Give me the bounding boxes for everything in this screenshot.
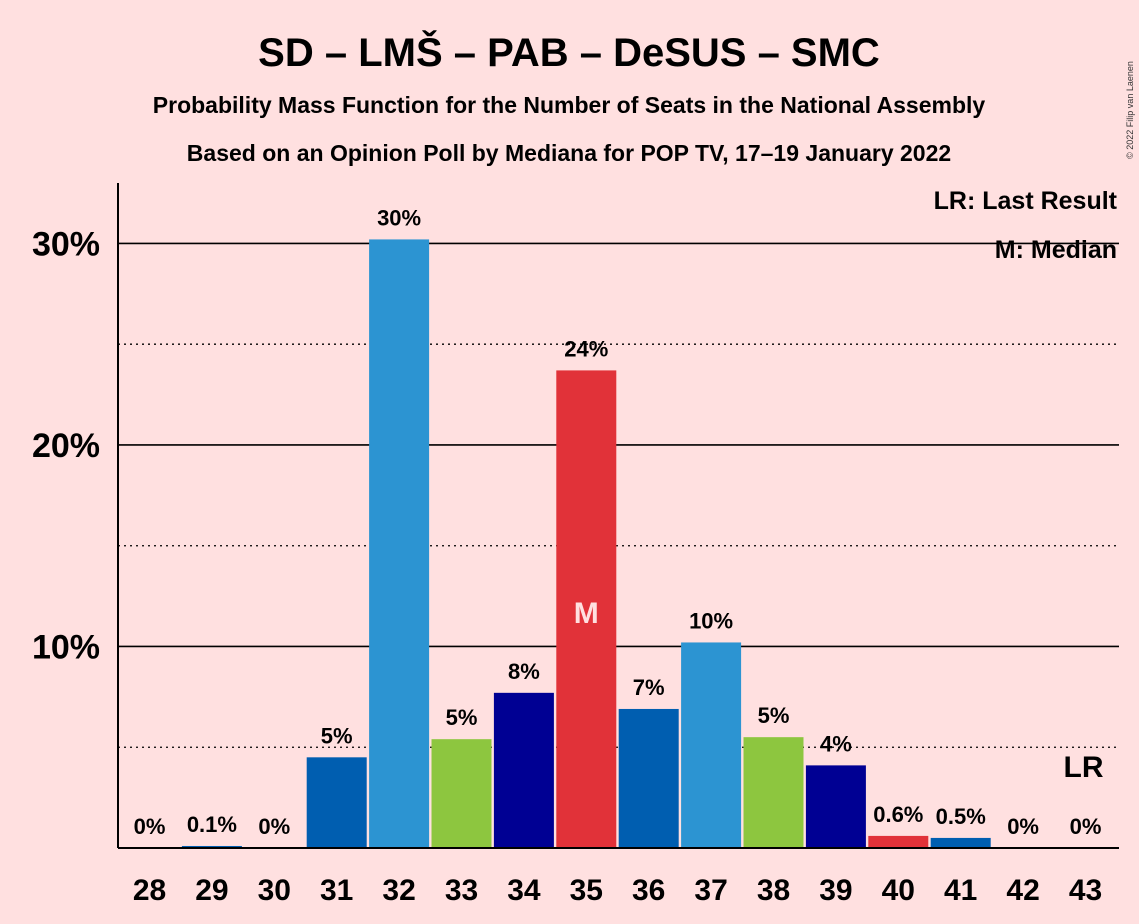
value-label-33: 5% (446, 705, 478, 730)
x-tick-label-43: 43 (1069, 874, 1102, 907)
x-tick-label-33: 33 (445, 874, 478, 907)
x-tick-label-32: 32 (382, 874, 415, 907)
value-label-32: 30% (377, 205, 421, 230)
chart-title: SD – LMŠ – PAB – DeSUS – SMC (258, 29, 880, 75)
bar-39 (805, 765, 866, 848)
bar-40 (868, 835, 929, 848)
value-label-29: 0.1% (187, 812, 237, 837)
x-tick-label-40: 40 (882, 874, 915, 907)
x-tick-label-36: 36 (632, 874, 665, 907)
value-label-30: 0% (258, 814, 290, 839)
value-label-39: 4% (820, 731, 852, 756)
value-label-34: 8% (508, 659, 540, 684)
x-tick-label-29: 29 (195, 874, 228, 907)
bars-group (181, 239, 991, 848)
x-axis-ticks: 28 29 30 31 32 33 34 35 36 37 38 39 40 41 42 43 (133, 874, 1102, 907)
y-axis-ticks: 10% 20% 30% (32, 225, 100, 666)
x-tick-label-42: 42 (1006, 874, 1039, 907)
chart-subtitle-line2: Based on an Opinion Poll by Mediana for … (187, 140, 951, 166)
value-label-38: 5% (758, 703, 790, 728)
value-label-40: 0.6% (873, 802, 923, 827)
value-label-37: 10% (689, 608, 733, 633)
last-result-marker: LR (1064, 751, 1104, 784)
copyright-notice: © 2022 Filip van Laenen (1125, 61, 1135, 159)
bar-38 (743, 737, 804, 848)
bar-32 (369, 239, 430, 848)
bar-29 (181, 845, 242, 848)
bar-36 (618, 708, 679, 848)
median-marker: M (574, 597, 599, 630)
bar-33 (431, 739, 492, 848)
value-label-35: 24% (564, 336, 608, 361)
x-tick-label-39: 39 (819, 874, 852, 907)
bar-41 (930, 837, 991, 848)
legend-median: M: Median (995, 236, 1117, 264)
bar-37 (681, 642, 742, 848)
value-labels-group: 0% 0.1% 0% 5% 30% 5% 8% 24% 7% 10% 5% 4% 0.6% 0.5% 0% 0… (134, 205, 1102, 839)
bar-31 (306, 757, 367, 848)
x-tick-label-37: 37 (694, 874, 727, 907)
x-tick-label-34: 34 (507, 874, 541, 907)
chart-subtitle-line1: Probability Mass Function for the Number… (153, 92, 986, 118)
x-tick-label-38: 38 (757, 874, 790, 907)
y-tick-label-10: 10% (32, 628, 100, 666)
y-tick-label-20: 20% (32, 427, 100, 465)
x-tick-label-31: 31 (320, 874, 353, 907)
value-label-31: 5% (321, 723, 353, 748)
legend-last-result: LR: Last Result (934, 187, 1118, 215)
grid-lines (118, 242, 1119, 748)
x-tick-label-28: 28 (133, 874, 166, 907)
x-tick-label-41: 41 (944, 874, 977, 907)
value-label-36: 7% (633, 675, 665, 700)
x-tick-label-35: 35 (570, 874, 603, 907)
y-tick-label-30: 30% (32, 225, 100, 263)
x-tick-label-30: 30 (258, 874, 291, 907)
value-label-42: 0% (1007, 814, 1039, 839)
bar-34 (493, 692, 554, 848)
value-label-28: 0% (134, 814, 166, 839)
value-label-43: 0% (1070, 814, 1102, 839)
value-label-41: 0.5% (936, 804, 986, 829)
bar-35 (556, 370, 617, 848)
